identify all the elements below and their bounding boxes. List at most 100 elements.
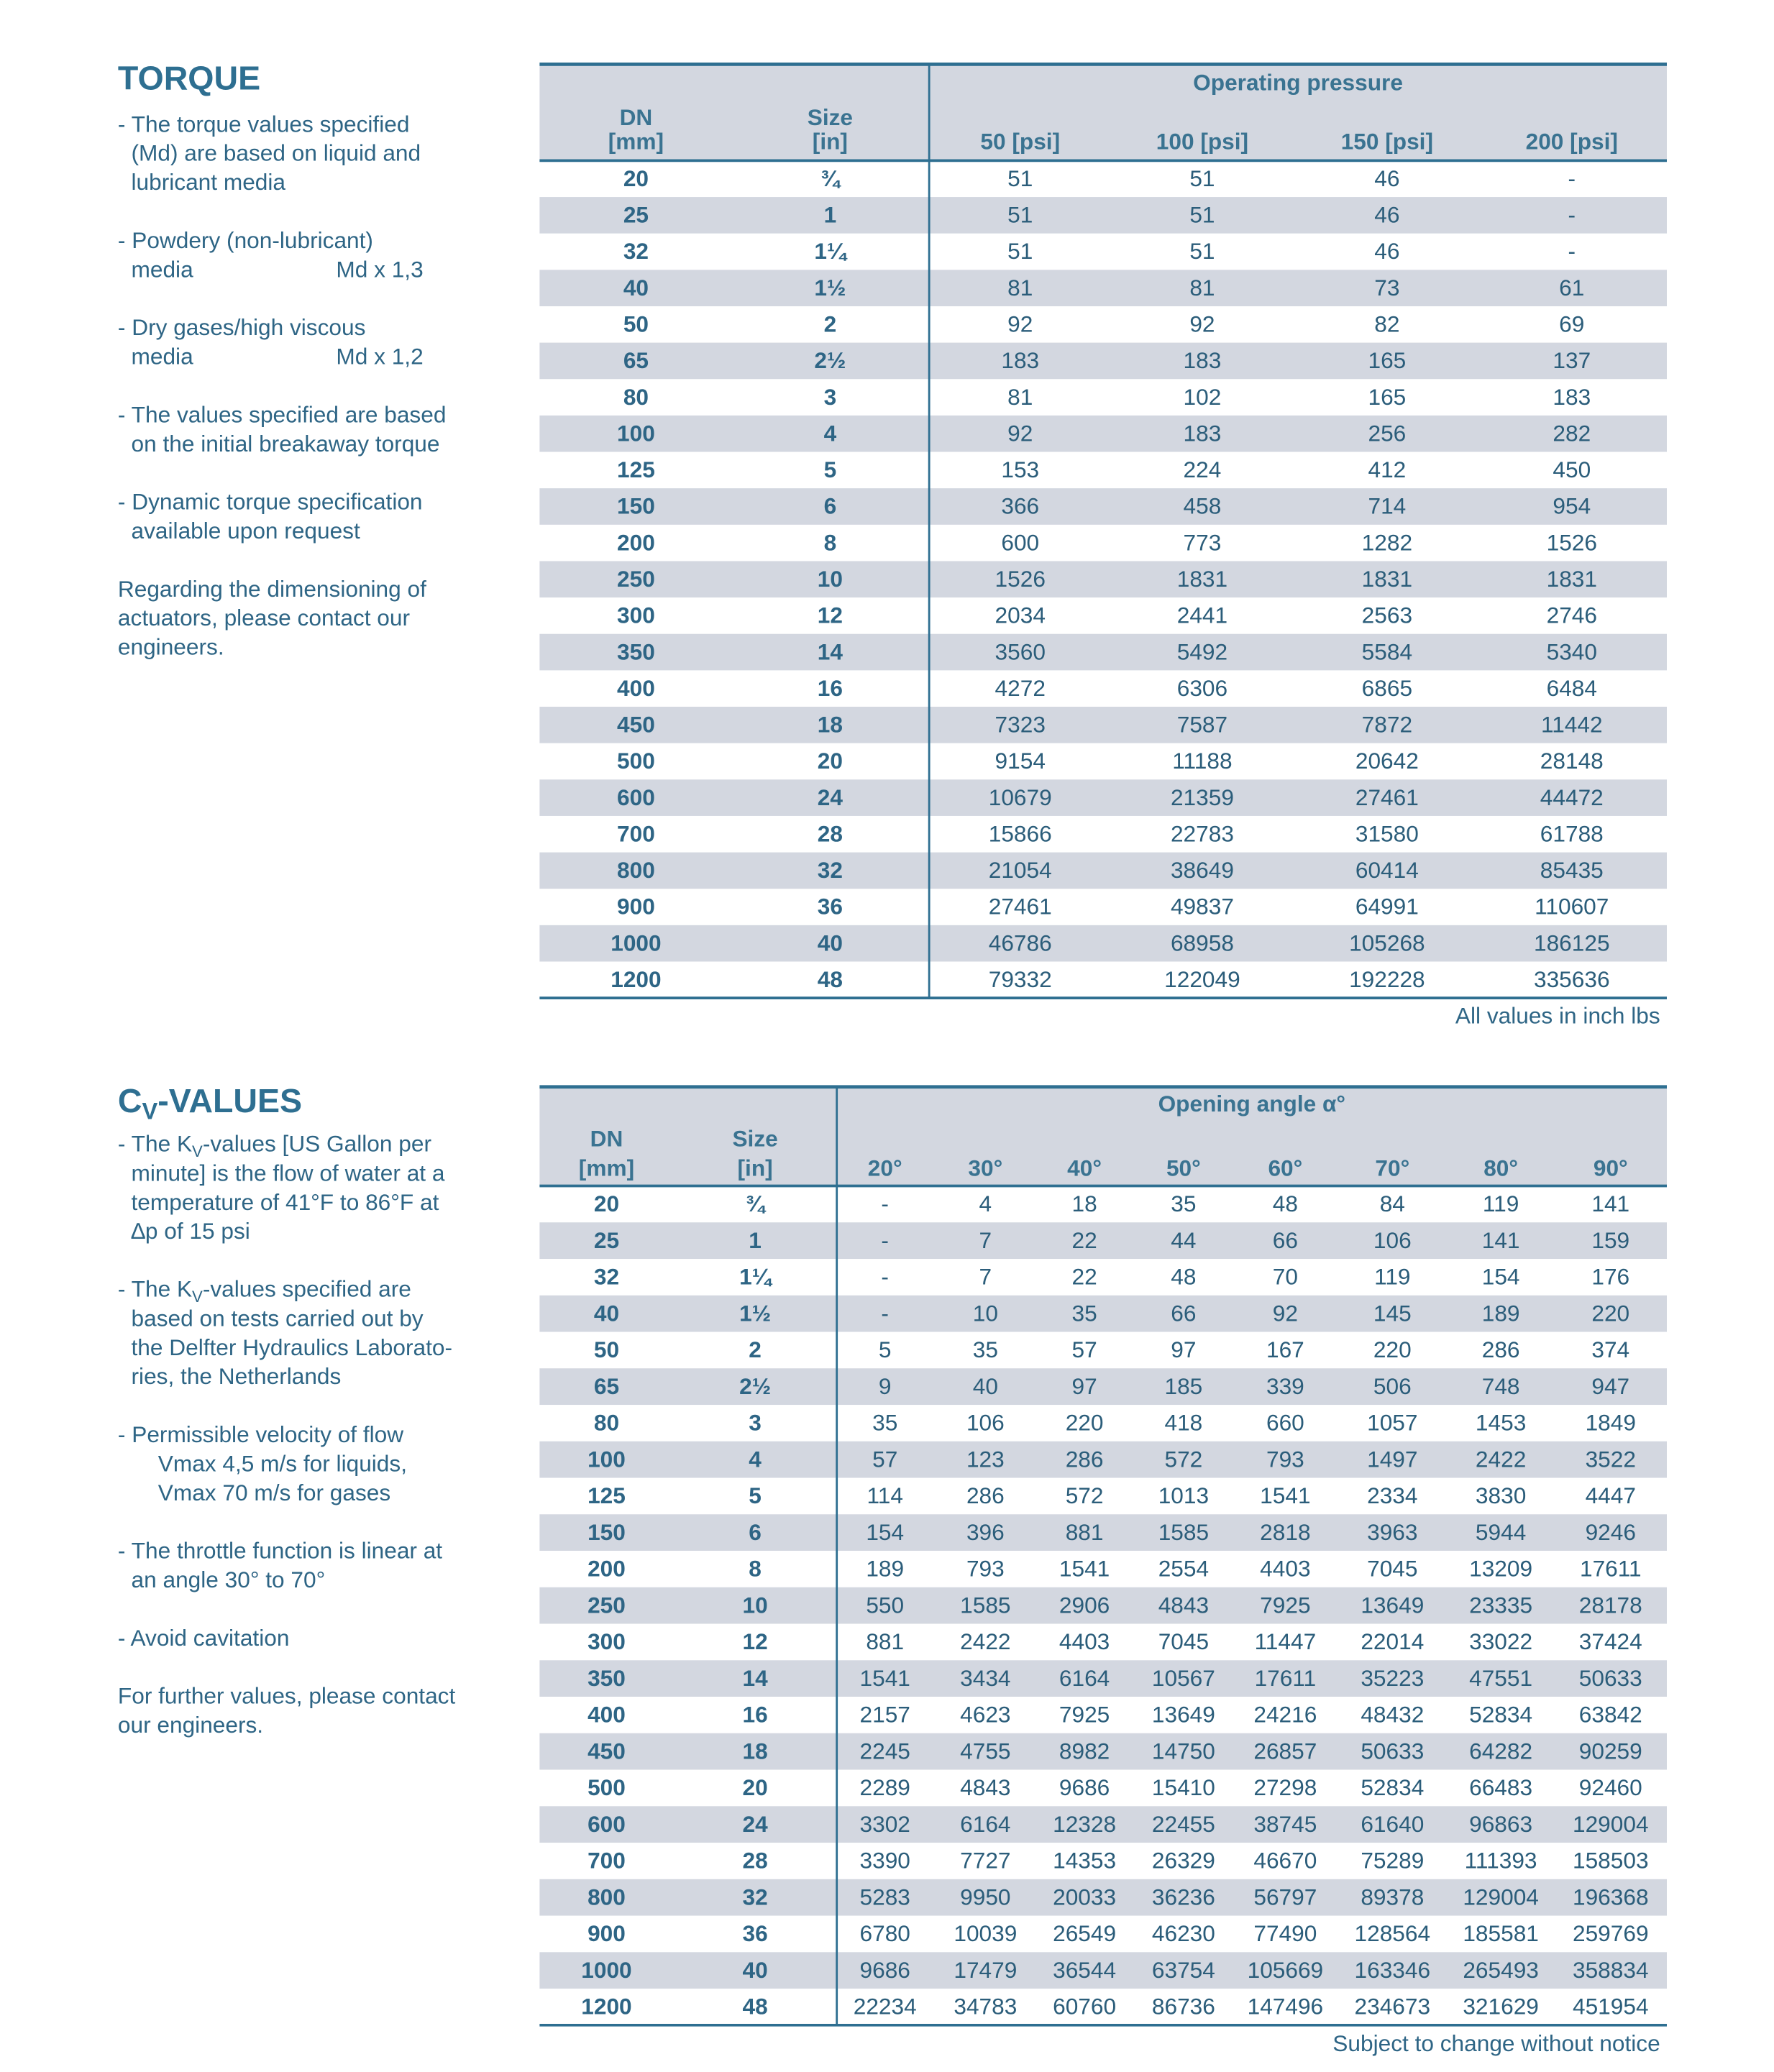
row-key: 250 bbox=[617, 566, 655, 592]
cell: 1831 bbox=[1547, 566, 1597, 592]
cell: 714 bbox=[1368, 493, 1406, 519]
cell: 224 bbox=[1184, 457, 1222, 482]
cell: 17611 bbox=[1580, 1556, 1642, 1582]
cell: 102 bbox=[1184, 384, 1222, 410]
cell: 1831 bbox=[1177, 566, 1227, 592]
cell: 11447 bbox=[1255, 1628, 1317, 1654]
cell: 773 bbox=[1184, 529, 1222, 555]
cell: 141 bbox=[1591, 1191, 1629, 1216]
note-line: Regarding the dimensioning of bbox=[118, 576, 426, 602]
note-line: ∆p of 15 psi bbox=[132, 1218, 250, 1244]
row-key: 700 bbox=[617, 820, 655, 846]
row-band bbox=[539, 1660, 1667, 1697]
cell: 163346 bbox=[1355, 1957, 1431, 1983]
note-line: media bbox=[132, 344, 194, 370]
text-part: C bbox=[118, 1082, 142, 1119]
group-header: Operating pressure bbox=[1193, 70, 1403, 96]
note-line: (Md) are based on liquid and bbox=[132, 140, 421, 166]
cell: 49837 bbox=[1171, 894, 1234, 920]
row-key: 500 bbox=[587, 1774, 626, 1800]
column-header: [in] bbox=[813, 129, 848, 155]
row-key: 150 bbox=[617, 493, 655, 519]
row-key: 50 bbox=[594, 1337, 619, 1362]
row-key: 28 bbox=[818, 820, 843, 846]
row-key: 125 bbox=[617, 457, 655, 482]
row-key: 16 bbox=[818, 675, 843, 701]
cell: 881 bbox=[1066, 1519, 1104, 1545]
cell: 6164 bbox=[960, 1811, 1010, 1837]
cell: 27461 bbox=[989, 894, 1052, 920]
text-part: - The K bbox=[118, 1131, 192, 1157]
cell: 1541 bbox=[860, 1665, 910, 1691]
cell: 450 bbox=[1553, 457, 1591, 482]
cell: 3830 bbox=[1476, 1482, 1526, 1508]
column-header: 40° bbox=[1067, 1155, 1102, 1181]
row-band bbox=[539, 488, 1667, 525]
row-key: 500 bbox=[617, 748, 655, 774]
row-key: 50 bbox=[623, 311, 649, 337]
cell: 9950 bbox=[960, 1884, 1010, 1910]
note-line: - The torque values specified bbox=[118, 111, 410, 137]
cell: 1453 bbox=[1476, 1410, 1526, 1436]
row-key: 80 bbox=[594, 1410, 619, 1436]
cell: 81 bbox=[1007, 384, 1033, 410]
row-band bbox=[539, 779, 1667, 816]
row-key: 1¼ bbox=[814, 238, 848, 264]
note-line: an angle 30° to 70° bbox=[132, 1567, 326, 1592]
cell: 82 bbox=[1374, 311, 1399, 337]
cell: 22455 bbox=[1152, 1811, 1215, 1837]
column-header: Size bbox=[732, 1126, 777, 1152]
cell: 14750 bbox=[1152, 1738, 1215, 1764]
note-line: For further values, please contact bbox=[118, 1683, 456, 1709]
cell: 183 bbox=[1001, 347, 1039, 373]
row-key: 24 bbox=[743, 1811, 769, 1837]
row-band bbox=[539, 1879, 1667, 1916]
cell: 13649 bbox=[1361, 1592, 1424, 1618]
note-line: the Delfter Hydraulics Laborato- bbox=[132, 1334, 452, 1360]
cell: 4623 bbox=[960, 1702, 1010, 1728]
column-header: 60° bbox=[1268, 1155, 1302, 1181]
cell: 220 bbox=[1373, 1337, 1412, 1362]
row-key: 32 bbox=[818, 857, 843, 883]
row-key: 1200 bbox=[611, 966, 661, 992]
cell: 1585 bbox=[960, 1592, 1010, 1618]
cell: 20033 bbox=[1053, 1884, 1116, 1910]
row-key: 350 bbox=[587, 1665, 626, 1691]
cell: 21359 bbox=[1171, 784, 1234, 810]
cell: 550 bbox=[866, 1592, 904, 1618]
cell: 60414 bbox=[1355, 857, 1419, 883]
cell: 48 bbox=[1171, 1264, 1196, 1290]
cell: 20642 bbox=[1355, 748, 1419, 774]
row-key: 600 bbox=[617, 784, 655, 810]
cell: 1013 bbox=[1158, 1482, 1209, 1508]
row-key: 2 bbox=[824, 311, 837, 337]
cell: 947 bbox=[1591, 1373, 1629, 1399]
cell: 44 bbox=[1171, 1227, 1196, 1253]
header-band bbox=[539, 64, 1667, 161]
note-line: on the initial breakaway torque bbox=[132, 431, 440, 457]
cell: 8982 bbox=[1059, 1738, 1110, 1764]
cell: 189 bbox=[866, 1556, 904, 1582]
cell: 137 bbox=[1553, 347, 1591, 373]
cell: 22 bbox=[1072, 1264, 1097, 1290]
cell: 89378 bbox=[1361, 1884, 1424, 1910]
cell: 92 bbox=[1273, 1300, 1298, 1326]
cell: - bbox=[1568, 202, 1576, 228]
cell: 4843 bbox=[1158, 1592, 1209, 1618]
row-key: ¾ bbox=[820, 165, 841, 191]
cell: 259769 bbox=[1573, 1920, 1649, 1946]
cell: 220 bbox=[1066, 1410, 1104, 1436]
cell: 2906 bbox=[1059, 1592, 1110, 1618]
cell: 7045 bbox=[1158, 1628, 1209, 1654]
note-line: lubricant media bbox=[132, 169, 286, 195]
cell: 26329 bbox=[1152, 1848, 1215, 1874]
row-key: 40 bbox=[743, 1957, 768, 1983]
row-key: 1 bbox=[749, 1227, 762, 1253]
cell: 48 bbox=[1273, 1191, 1298, 1216]
cell: 1831 bbox=[1362, 566, 1412, 592]
cell: 51 bbox=[1007, 238, 1033, 264]
cell: 4403 bbox=[1059, 1628, 1110, 1654]
cell: 4755 bbox=[960, 1738, 1010, 1764]
cell: 92 bbox=[1007, 311, 1033, 337]
cell: 57 bbox=[872, 1446, 897, 1472]
